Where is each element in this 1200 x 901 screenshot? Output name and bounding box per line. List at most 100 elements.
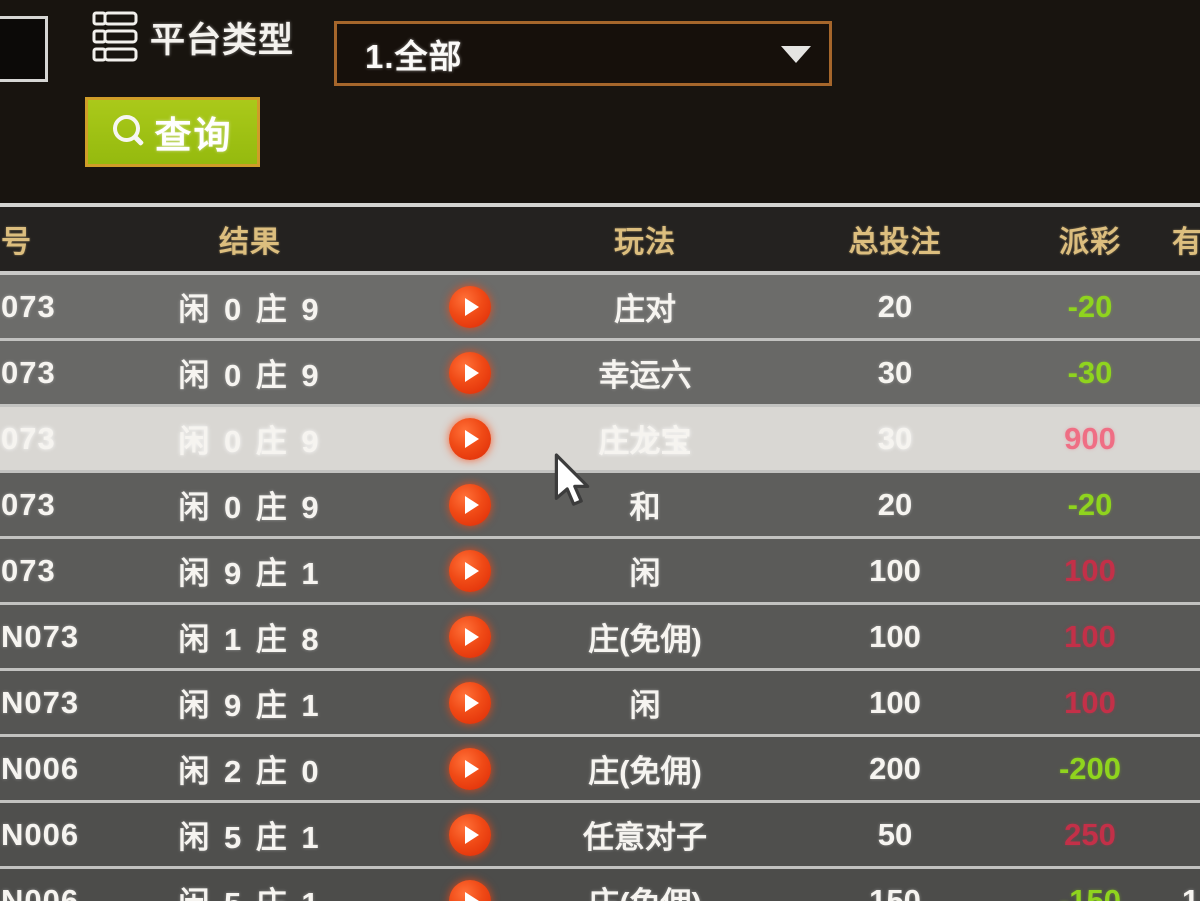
play-icon[interactable]: [449, 483, 491, 526]
payout-cell: -20: [1067, 288, 1113, 324]
result-cell: 闲 0 庄 9: [178, 424, 322, 459]
total-bet-cell: 20: [877, 288, 913, 324]
payout-cell: -20: [1067, 486, 1113, 522]
play-type-cell: 庄对: [614, 292, 676, 327]
play-type-cell: 闲: [629, 688, 661, 723]
play-type-cell: 庄(免佣): [520, 878, 770, 901]
result-cell: 闲 9 庄 1: [178, 688, 322, 723]
header-result: 结果: [219, 226, 281, 259]
platform-type-label: 平台类型: [150, 20, 295, 60]
round-number-cell: 073: [1, 354, 56, 390]
round-number-cell: 073: [1, 552, 56, 588]
round-number-cell: N073: [1, 618, 80, 654]
replay-cell: [420, 879, 520, 901]
play-type-cell: 和: [629, 490, 661, 525]
play-type-cell: 庄龙宝: [598, 424, 692, 459]
payout-cell: 100: [1064, 618, 1116, 654]
replay-cell: [420, 615, 520, 658]
search-icon: [112, 115, 147, 149]
round-number-cell: 073: [1, 288, 56, 324]
valid-bet-partial-cell: 1: [1182, 882, 1200, 901]
table-row[interactable]: 073 闲 0 庄 9 庄对 20 -20: [0, 275, 1200, 341]
table-row[interactable]: 073 闲 0 庄 9 和 20 -20: [0, 473, 1200, 539]
header-payout: 派彩: [1059, 226, 1121, 259]
round-number-cell: 073: [1, 420, 56, 456]
total-bet-cell: 30: [877, 354, 913, 390]
total-bet-cell: 50: [877, 816, 913, 852]
platform-type-selected-value: 1.全部: [365, 37, 463, 75]
platform-list-icon: [92, 11, 138, 62]
table-row[interactable]: 073 闲 0 庄 9 庄龙宝 30 900: [0, 407, 1200, 473]
replay-cell: [420, 549, 520, 592]
toolbar: 平台类型 1.全部 查询: [0, 0, 1200, 203]
payout-cell: 100: [1064, 552, 1116, 588]
play-icon[interactable]: [449, 549, 491, 592]
platform-type-dropdown[interactable]: 1.全部: [334, 21, 832, 86]
play-icon[interactable]: [449, 813, 491, 856]
total-bet-cell: 100: [869, 552, 921, 588]
result-cell: 闲 0 庄 9: [178, 358, 322, 393]
play-icon[interactable]: [449, 417, 491, 460]
play-type-cell: 幸运六: [598, 358, 692, 393]
result-cell: 闲 1 庄 8: [178, 622, 322, 657]
table-row[interactable]: N006 闲 2 庄 0 庄(免佣) 200 -200: [0, 737, 1200, 803]
header-valid-bet: 有: [1172, 226, 1200, 259]
query-button-label: 查询: [154, 115, 233, 156]
header-play-type: 玩法: [614, 226, 676, 259]
round-number-cell: N073: [1, 684, 80, 720]
play-type-cell: 任意对子: [583, 820, 707, 855]
play-icon[interactable]: [449, 747, 491, 790]
table-row[interactable]: N073 闲 9 庄 1 闲 100 100: [0, 671, 1200, 737]
table-header-row: 号 结果 玩法 总投注 派彩 有: [0, 203, 1200, 275]
total-bet-cell: 100: [869, 618, 921, 654]
play-icon[interactable]: [449, 351, 491, 394]
total-bet-cell: 20: [877, 486, 913, 522]
replay-cell: [420, 417, 520, 460]
result-cell: 闲 0 庄 9: [178, 490, 322, 525]
payout-cell: 250: [1064, 816, 1116, 852]
result-cell: 闲 5 庄 1: [80, 878, 420, 901]
play-icon[interactable]: [449, 681, 491, 724]
table-row[interactable]: 073 闲 0 庄 9 幸运六 30 -30: [0, 341, 1200, 407]
payout-cell: -30: [1067, 354, 1113, 390]
result-cell: 闲 0 庄 9: [178, 292, 322, 327]
round-number-cell: 073: [1, 486, 56, 522]
play-icon[interactable]: [449, 615, 491, 658]
table-body: 073 闲 0 庄 9 庄对 20 -20 073 闲 0 庄 9 幸运六 30…: [0, 275, 1200, 901]
search-input[interactable]: [0, 16, 48, 82]
replay-cell: [420, 351, 520, 394]
replay-cell: [420, 285, 520, 328]
play-type-cell: 庄(免佣): [588, 622, 702, 657]
header-round-number: 号: [1, 226, 32, 259]
chevron-down-icon: [781, 46, 811, 63]
bet-records-table: 号 结果 玩法 总投注 派彩 有 073 闲 0 庄 9 庄对 20 -20 0…: [0, 203, 1200, 901]
payout-cell: 900: [1064, 420, 1116, 456]
header-total-bet: 总投注: [848, 226, 942, 259]
round-number-cell: N006: [1, 816, 80, 852]
round-number-cell: N006: [1, 750, 80, 786]
query-button[interactable]: 查询: [85, 97, 260, 167]
play-type-cell: 闲: [629, 556, 661, 591]
replay-cell: [420, 813, 520, 856]
table-row[interactable]: N006 闲 5 庄 1 任意对子 50 250: [0, 803, 1200, 869]
result-cell: 闲 9 庄 1: [178, 556, 322, 591]
play-icon[interactable]: [449, 285, 491, 328]
payout-cell: -150: [1058, 882, 1122, 901]
payout-cell: -200: [1058, 750, 1122, 786]
replay-cell: [420, 681, 520, 724]
replay-cell: [420, 747, 520, 790]
table-row[interactable]: N073 闲 1 庄 8 庄(免佣) 100 100: [0, 605, 1200, 671]
total-bet-cell: 100: [869, 684, 921, 720]
payout-cell: 100: [1064, 684, 1116, 720]
total-bet-cell: 30: [877, 420, 913, 456]
result-cell: 闲 2 庄 0: [178, 754, 322, 789]
round-number-cell: N006: [1, 882, 80, 901]
replay-cell: [420, 483, 520, 526]
play-icon[interactable]: [449, 879, 491, 901]
result-cell: 闲 5 庄 1: [178, 820, 322, 855]
total-bet-cell: 150: [869, 882, 921, 901]
table-row[interactable]: 073 闲 9 庄 1 闲 100 100: [0, 539, 1200, 605]
play-type-cell: 庄(免佣): [588, 754, 702, 789]
table-row[interactable]: N006 闲 5 庄 1 庄(免佣) 150 -150 1: [0, 869, 1200, 901]
total-bet-cell: 200: [869, 750, 921, 786]
